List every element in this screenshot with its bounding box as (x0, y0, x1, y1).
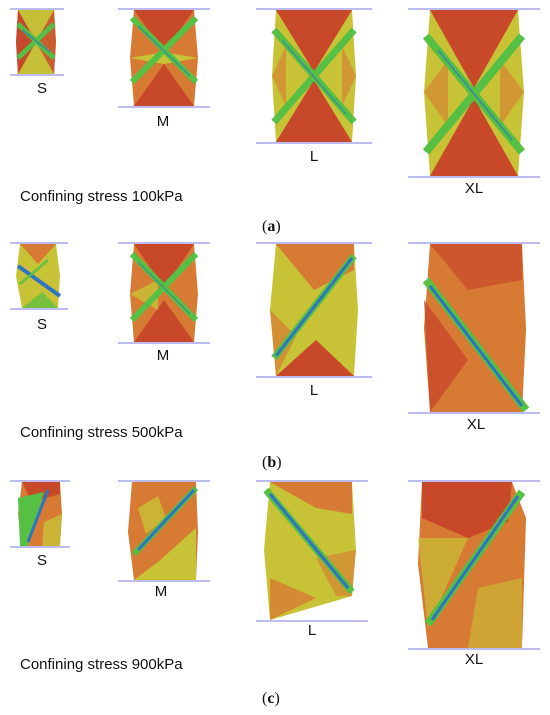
size-label: M (156, 113, 170, 130)
specimen-m-100kpa (118, 8, 210, 108)
specimen-s-500kpa (10, 242, 68, 310)
panel-label: (a) (262, 218, 281, 235)
specimen-xl-900kpa (408, 480, 540, 650)
specimen-m-500kpa (118, 242, 210, 344)
panel-label: (b) (262, 454, 282, 471)
size-label: M (154, 583, 168, 600)
size-label: XL (464, 180, 484, 197)
size-label: XL (466, 416, 486, 433)
specimen-xl-500kpa (408, 242, 540, 414)
panel-a: S M L XL Co (0, 0, 550, 240)
size-label: S (36, 552, 47, 569)
specimen-s-900kpa (10, 480, 70, 548)
size-label: L (309, 382, 319, 399)
specimen-m-900kpa (118, 480, 210, 582)
size-label: L (309, 148, 319, 165)
specimen-s-100kpa (10, 8, 64, 76)
confining-stress-caption: Confining stress 900kPa (20, 656, 183, 673)
specimen-l-500kpa (256, 242, 372, 378)
size-label: L (307, 622, 317, 639)
specimen-l-100kpa (256, 8, 372, 144)
panel-b: S M L XL Confining stress 500kPa ( (10, 242, 540, 471)
size-label: S (36, 80, 47, 97)
panel-label: (c) (262, 690, 280, 707)
size-label: M (156, 347, 170, 364)
confining-stress-caption: Confining stress 100kPa (20, 188, 183, 205)
size-label: S (36, 316, 47, 333)
specimen-xl-100kpa (408, 8, 540, 178)
confining-stress-caption: Confining stress 500kPa (20, 424, 183, 441)
specimen-l-900kpa (256, 480, 368, 622)
size-label: XL (464, 651, 484, 668)
